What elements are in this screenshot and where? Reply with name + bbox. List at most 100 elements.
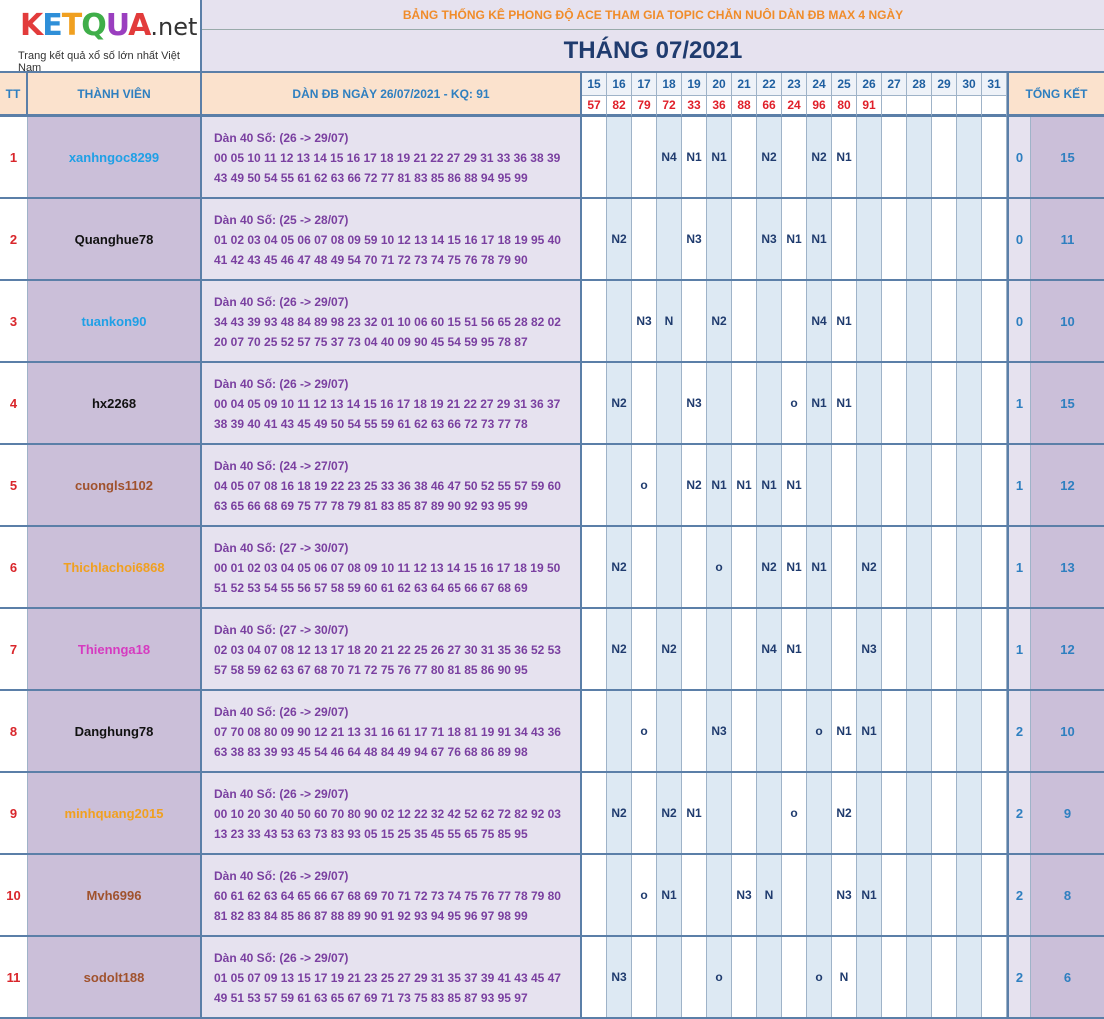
day-mark-cell	[582, 855, 607, 935]
member-name[interactable]: minhquang2015	[28, 773, 202, 853]
row-number: 9	[0, 773, 28, 853]
day-mark-cell: N1	[707, 117, 732, 197]
day-mark-cell	[607, 691, 632, 771]
dan-line: Dàn 40 Số: (26 -> 29/07)	[214, 705, 349, 719]
member-name[interactable]: tuankon90	[28, 281, 202, 361]
day-mark-cell: N4	[757, 609, 782, 689]
member-name[interactable]: Mvh6996	[28, 855, 202, 935]
day-mark-cell	[682, 609, 707, 689]
day-mark-cell: N2	[657, 773, 682, 853]
dan-cell: Dàn 40 Số: (26 -> 29/07) 00 05 10 11 12 1…	[202, 117, 582, 197]
day-mark-cell: N2	[857, 527, 882, 607]
member-name[interactable]: cuongls1102	[28, 445, 202, 525]
day-number: 15	[582, 73, 606, 96]
day-mark-cell	[632, 609, 657, 689]
table-row: 2 Quanghue78 Dàn 40 Số: (25 -> 28/07) 01 02…	[0, 199, 1104, 281]
day-mark-cell	[732, 281, 757, 361]
day-number: 16	[607, 73, 631, 96]
member-name[interactable]: Thichlachoi6868	[28, 527, 202, 607]
day-mark-cell	[907, 609, 932, 689]
day-mark-cell	[957, 281, 982, 361]
dan-line: Dàn 40 Số: (26 -> 29/07)	[214, 131, 349, 145]
dan-line: 63 65 66 68 69 75 77 78 79 81 83 85 87 8…	[214, 499, 528, 513]
day-mark-cell	[957, 199, 982, 279]
day-column-header: 19 33	[682, 73, 707, 117]
day-mark-cell: N4	[807, 281, 832, 361]
dan-cell: Dàn 40 Số: (26 -> 29/07) 00 10 20 30 40 5…	[202, 773, 582, 853]
day-mark-cell	[582, 445, 607, 525]
header-total: TỔNG KẾT	[1007, 73, 1104, 117]
day-column-header: 28	[907, 73, 932, 117]
dan-line: 57 58 59 62 63 67 68 70 71 72 75 76 77 8…	[214, 663, 528, 677]
day-result: 88	[732, 96, 756, 114]
logo-letter: Q	[81, 8, 106, 43]
day-mark-cell	[882, 937, 907, 1017]
dan-cell: Dàn 40 Số: (26 -> 29/07) 07 70 08 80 09 9…	[202, 691, 582, 771]
day-mark-cell: N1	[832, 363, 857, 443]
day-number: 21	[732, 73, 756, 96]
day-mark-cell	[857, 445, 882, 525]
day-mark-cell	[657, 527, 682, 607]
day-mark-cell	[657, 199, 682, 279]
day-mark-cell	[732, 117, 757, 197]
dan-line: Dàn 40 Số: (26 -> 29/07)	[214, 377, 349, 391]
logo-tagline: Trang kết quả xổ số lớn nhất Việt Nam	[18, 50, 180, 74]
day-mark-cell: N2	[607, 527, 632, 607]
day-mark-cell: N3	[732, 855, 757, 935]
day-mark-cell: N2	[832, 773, 857, 853]
day-result: 66	[757, 96, 781, 114]
logo-letter: U	[105, 8, 129, 43]
day-mark-cell	[857, 199, 882, 279]
ketqua-logo[interactable]: KETQUA.net Trang kết quả xổ số lớn nhất …	[0, 0, 202, 74]
dan-line: 81 82 83 84 85 86 87 88 89 90 91 92 93 9…	[214, 909, 528, 923]
header-tt: TT	[0, 73, 28, 117]
total-miss: 2	[1007, 937, 1031, 1017]
day-mark-cell: N1	[682, 117, 707, 197]
day-mark-cell: N1	[832, 117, 857, 197]
day-mark-cell	[607, 445, 632, 525]
day-mark-cell: N2	[607, 199, 632, 279]
dan-line: 00 04 05 09 10 11 12 13 14 15 16 17 18 1…	[214, 397, 561, 411]
dan-line: 34 43 39 93 48 84 89 98 23 32 01 10 06 6…	[214, 315, 561, 329]
day-mark-cell	[832, 445, 857, 525]
day-mark-cell	[832, 199, 857, 279]
day-mark-cell: o	[632, 855, 657, 935]
member-name[interactable]: Danghung78	[28, 691, 202, 771]
member-name[interactable]: Quanghue78	[28, 199, 202, 279]
day-mark-cell	[732, 609, 757, 689]
day-number: 25	[832, 73, 856, 96]
day-mark-cell	[857, 937, 882, 1017]
day-mark-cell	[682, 855, 707, 935]
dan-cell: Dàn 40 Số: (25 -> 28/07) 01 02 03 04 05 0…	[202, 199, 582, 279]
row-number: 10	[0, 855, 28, 935]
dan-cell: Dàn 40 Số: (26 -> 29/07) 01 05 07 09 13 1…	[202, 937, 582, 1017]
total-score: 11	[1031, 199, 1104, 279]
table-row: 3 tuankon90 Dàn 40 Số: (26 -> 29/07) 34 43 …	[0, 281, 1104, 363]
day-mark-cell	[582, 937, 607, 1017]
row-number: 3	[0, 281, 28, 361]
day-mark-cell	[907, 445, 932, 525]
table-row: 6 Thichlachoi6868 Dàn 40 Số: (27 -> 30/07)…	[0, 527, 1104, 609]
dan-cell: Dàn 40 Số: (27 -> 30/07) 02 03 04 07 08 1…	[202, 609, 582, 689]
day-result	[907, 96, 931, 114]
day-mark-cell	[957, 937, 982, 1017]
day-mark-cell	[907, 937, 932, 1017]
member-name[interactable]: xanhngoc8299	[28, 117, 202, 197]
day-number: 31	[982, 73, 1006, 96]
member-name[interactable]: sodolt188	[28, 937, 202, 1017]
total-score: 10	[1031, 281, 1104, 361]
day-mark-cell	[607, 117, 632, 197]
logo-letter: A	[128, 8, 151, 43]
day-mark-cell	[882, 199, 907, 279]
day-mark-cell	[982, 773, 1007, 853]
table-row: 4 hx2268 Dàn 40 Số: (26 -> 29/07) 00 04 05 …	[0, 363, 1104, 445]
day-mark-cell	[857, 363, 882, 443]
day-mark-cell	[882, 855, 907, 935]
day-mark-cell	[932, 363, 957, 443]
day-mark-cell	[732, 527, 757, 607]
member-name[interactable]: Thiennga18	[28, 609, 202, 689]
day-mark-cell	[982, 363, 1007, 443]
dan-line: Dàn 40 Số: (24 -> 27/07)	[214, 459, 349, 473]
day-mark-cell	[857, 773, 882, 853]
member-name[interactable]: hx2268	[28, 363, 202, 443]
